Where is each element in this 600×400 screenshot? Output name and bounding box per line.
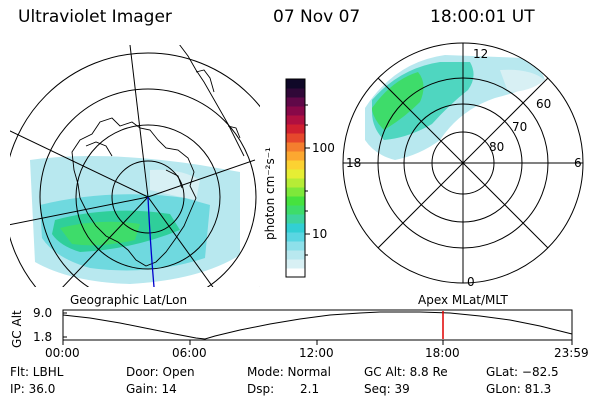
colorbar-segment [286,214,305,224]
mlt-grid-lines [343,43,583,283]
magnetic-map [365,55,545,160]
altitude-plot [62,309,573,345]
altitude-x-ticks [62,312,573,345]
colorbar-tick-10: 10 [312,227,328,241]
colorbar-segment [286,205,305,215]
colorbar-segment [286,241,305,251]
geographic-map [10,45,260,287]
altitude-xtick-3: 18:00 [425,346,460,360]
colorbar-segment [286,151,305,161]
colorbar-segment [286,88,305,98]
mlt-label-6: 6 [574,156,582,170]
altitude-curve [62,311,573,340]
colorbar-ticks [305,104,310,256]
altitude-ytick-low: 1.8 [33,330,53,344]
status-ip: IP: 36.0 [10,382,56,396]
latitude-circles [10,52,260,287]
colorbar-unit-label: photon cm⁻²s⁻¹ [263,147,277,240]
observation-date: 07 Nov 07 [273,7,361,27]
right-aurora-image [365,55,545,160]
colorbar-segment [286,196,305,206]
colorbar-tick-100: 100 [312,141,335,155]
colorbar-segment [286,250,305,260]
colorbar-frame [285,78,306,278]
satellite-ground-trace [147,196,155,287]
status-gc-alt: GC Alt: 8.8 Re [364,365,448,379]
longitude-lines [10,45,256,287]
colorbar-segment [286,178,305,188]
altitude-xtick-1: 06:00 [172,346,207,360]
left-aurora-image [30,156,240,284]
altitude-xtick-0: 00:00 [45,346,80,360]
colorbar-segment [286,232,305,242]
altitude-xtick-2: 12:00 [299,346,334,360]
mlat-label-80: 80 [489,140,505,154]
colorbar-segment [286,160,305,170]
mlt-label-12: 12 [473,47,489,61]
status-mode: Mode: Normal [247,365,331,379]
colorbar-segment [286,259,305,269]
altitude-xtick-4: 23:59 [554,346,589,360]
colorbar-segment [286,268,305,278]
status-dsp-label: Dsp: [247,382,275,396]
status-dsp-value: 2.1 [300,382,320,396]
colorbar-segment [286,106,305,116]
coastline-outline [71,45,245,267]
status-gain: Gain: 14 [126,382,177,396]
status-glat: GLat: −82.5 [486,365,559,379]
colorbar-segment [286,187,305,197]
right-panel-caption: Apex MLat/MLT [418,293,508,307]
colorbar-segment [286,79,305,89]
colorbar-segment [286,124,305,134]
colorbar-segment [286,142,305,152]
altitude-ytick-high: 9.0 [33,306,53,320]
mlat-label-70: 70 [512,120,528,134]
colorbar-segment [286,223,305,233]
left-panel-caption: Geographic Lat/Lon [70,293,188,307]
mlt-label-18: 18 [346,156,362,170]
colorbar-segment [286,97,305,107]
status-glon: GLon: 81.3 [486,382,552,396]
status-seq: Seq: 39 [364,382,410,396]
colorbar-segment [286,115,305,125]
status-filter: Flt: LBHL [10,365,64,379]
status-door: Door: Open [126,365,195,379]
observation-time: 18:00:01 UT [430,7,535,27]
colorbar-segment [286,169,305,179]
mlt-label-0: 0 [467,275,475,289]
colorbar [285,78,306,278]
instrument-title: Ultraviolet Imager [18,7,172,27]
altitude-ylabel: GC Alt [10,310,24,348]
colorbar-segment [286,133,305,143]
mlat-label-60: 60 [536,97,552,111]
